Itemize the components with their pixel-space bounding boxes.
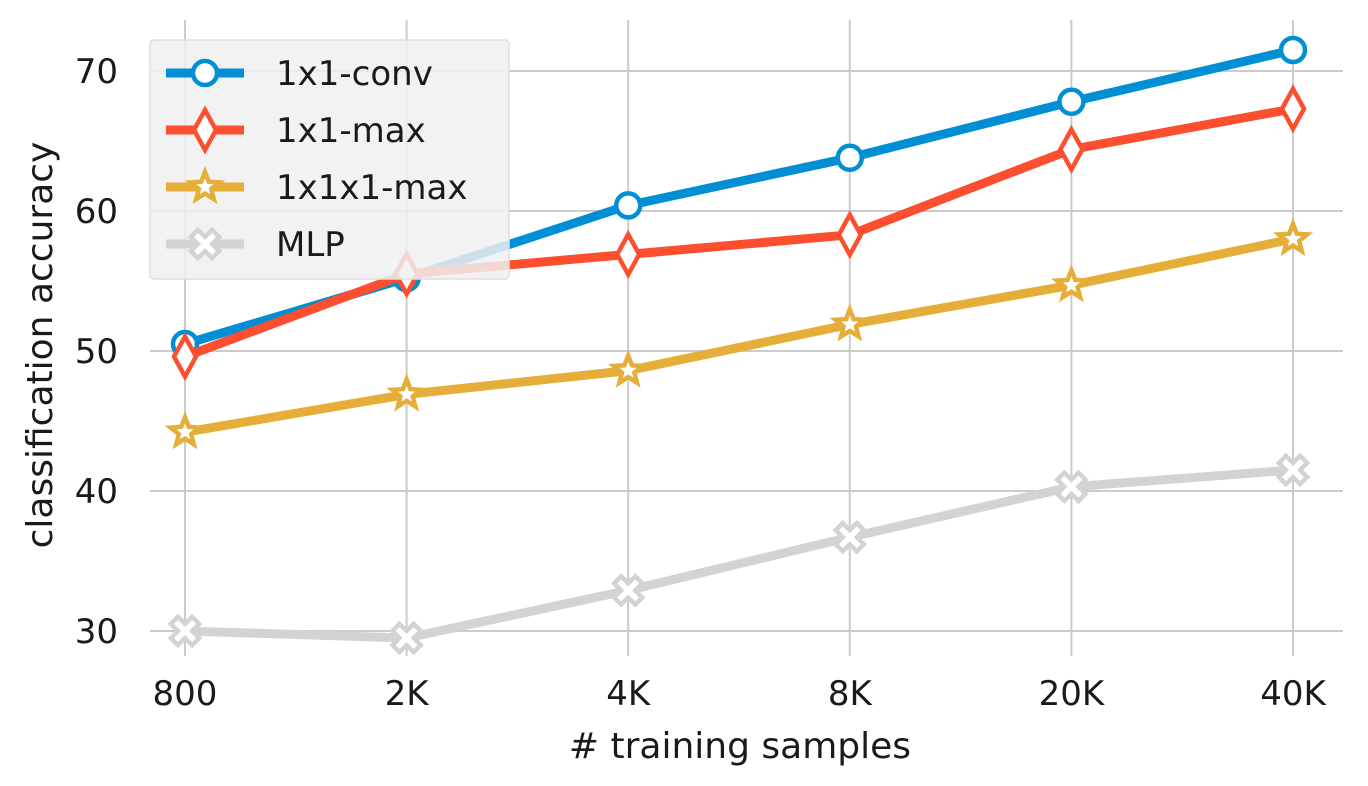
- data-point: [1051, 264, 1092, 303]
- x-tick-labels: 800 2K 4K 8K 20K 40K: [153, 674, 1328, 714]
- data-point: [171, 331, 199, 382]
- legend: 1x1-conv 1x1-max 1x1x1-max MLP: [149, 39, 510, 280]
- data-point: [1275, 452, 1311, 488]
- data-point: [613, 191, 643, 220]
- data-point: [386, 373, 427, 412]
- data-point: [1279, 84, 1307, 134]
- legend-marker: [184, 165, 226, 205]
- data-point: [835, 143, 865, 173]
- x-tick-label: 4K: [606, 674, 652, 714]
- series-1x1x1-max: [164, 217, 1314, 450]
- y-tick-label: 40: [75, 472, 118, 512]
- series-line: [180, 234, 1298, 437]
- data-point: [610, 573, 646, 608]
- data-point: [1278, 35, 1308, 65]
- legend-marker: [187, 226, 223, 262]
- x-tick-label: 8K: [828, 674, 874, 714]
- x-tick-label: 800: [153, 674, 218, 714]
- series-line: [180, 465, 1298, 643]
- x-tick-label: 2K: [385, 674, 431, 714]
- data-point: [1057, 87, 1086, 117]
- x-tick-label: 40K: [1260, 674, 1327, 714]
- data-point: [167, 613, 203, 649]
- legend-label: 1x1-max: [276, 111, 426, 151]
- series-1x1-max: [171, 84, 1307, 382]
- data-point: [836, 210, 864, 260]
- y-axis-label: classification accuracy: [20, 142, 61, 549]
- legend-marker: [191, 105, 219, 155]
- y-tick-label: 30: [75, 612, 118, 652]
- data-point: [164, 411, 206, 450]
- y-tick-label: 70: [75, 52, 118, 92]
- series-lines: [164, 35, 1314, 656]
- data-point: [389, 620, 424, 656]
- series-MLP: [167, 452, 1311, 656]
- legend-label: MLP: [276, 225, 345, 265]
- data-point: [1057, 124, 1085, 175]
- data-point: [1272, 217, 1314, 257]
- legend-marker: [190, 58, 220, 88]
- data-point: [832, 519, 868, 555]
- legend-label: 1x1x1-max: [276, 168, 467, 208]
- series-line: [180, 104, 1298, 362]
- legend-box: [149, 39, 510, 280]
- data-point: [608, 349, 649, 388]
- y-tick-labels: 30 40 50 60 70: [75, 52, 118, 652]
- data-point: [1054, 469, 1089, 505]
- x-axis-label: # training samples: [569, 726, 911, 767]
- x-tick-label: 20K: [1039, 674, 1106, 714]
- legend-label: 1x1-conv: [276, 54, 433, 94]
- data-point: [614, 229, 642, 280]
- data-point: [829, 303, 870, 342]
- y-tick-label: 50: [75, 332, 118, 372]
- y-tick-label: 60: [75, 192, 118, 232]
